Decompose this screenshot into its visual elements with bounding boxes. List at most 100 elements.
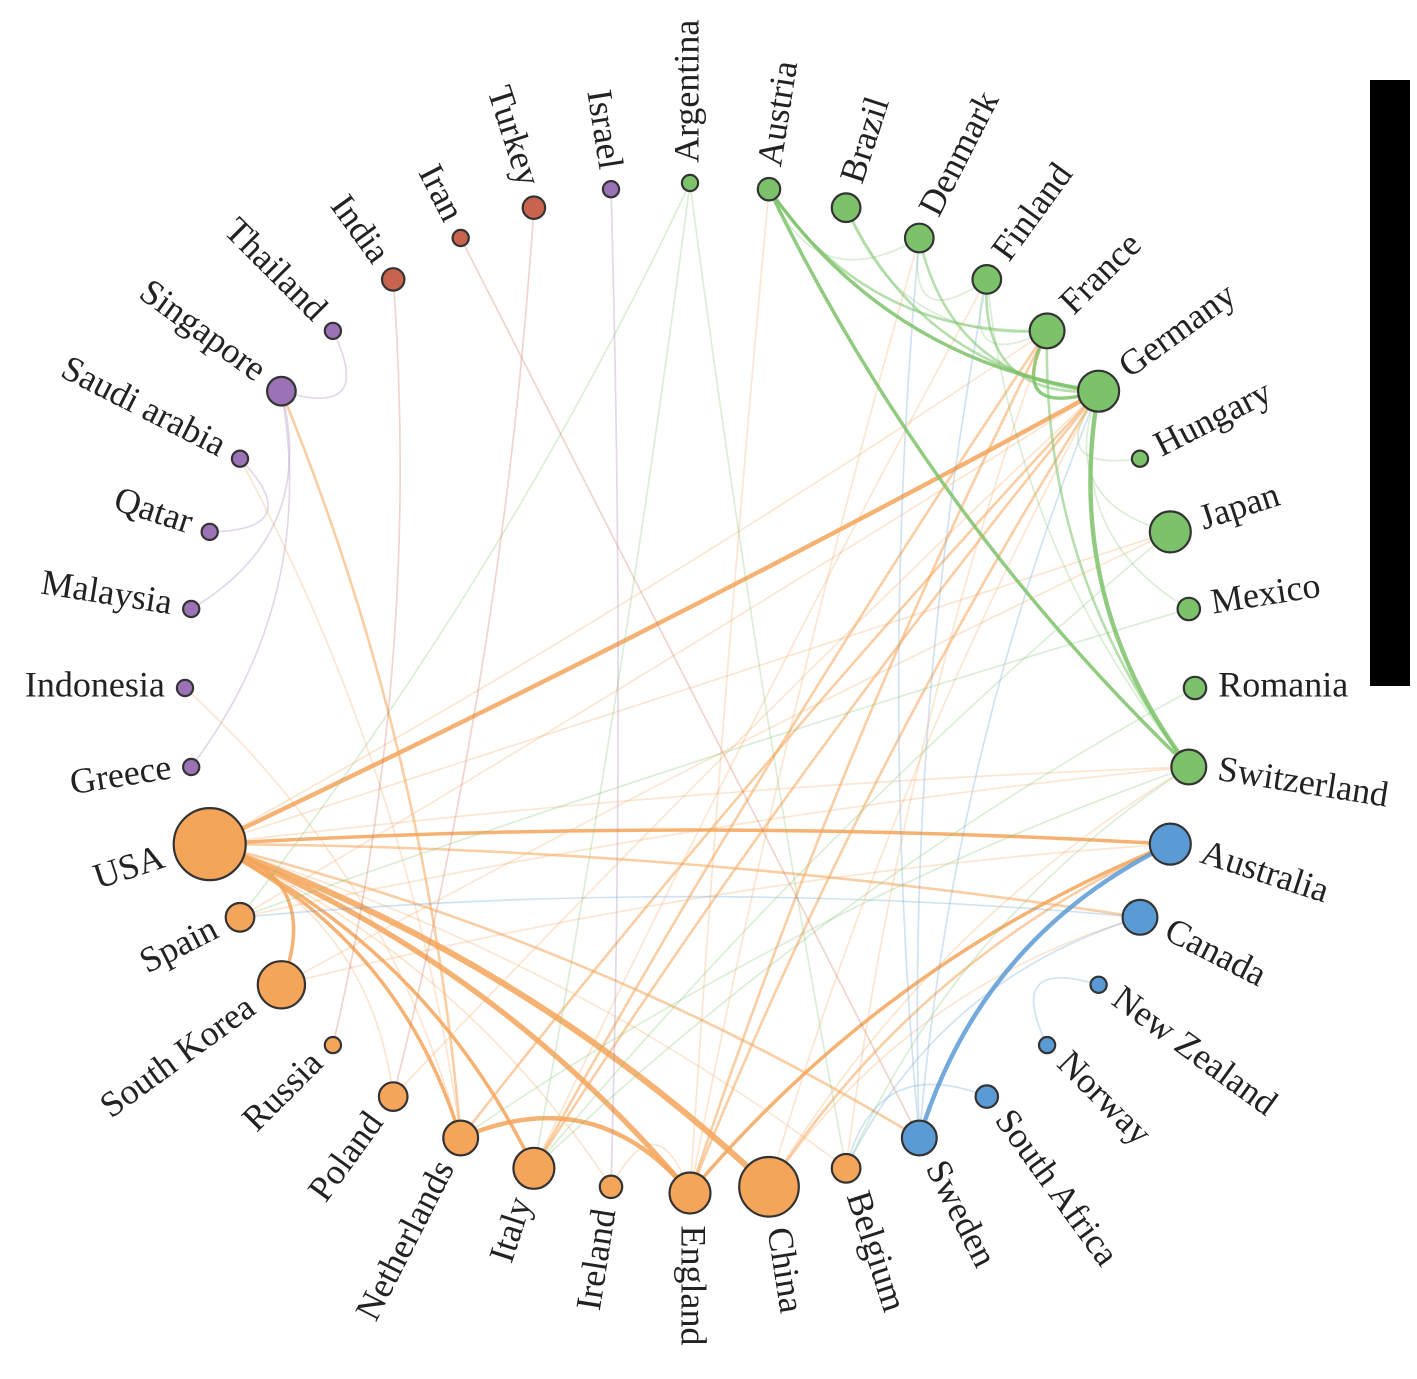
edge-usa-england xyxy=(208,841,693,1195)
edge-argentina-belgium xyxy=(689,182,847,1169)
node-india[interactable] xyxy=(380,267,406,292)
label-england: England xyxy=(674,1226,714,1346)
node-south-africa[interactable] xyxy=(974,1084,1000,1109)
node-china[interactable] xyxy=(738,1155,800,1218)
edge-israel-ireland xyxy=(610,189,619,1187)
edge-china-germany xyxy=(768,390,1100,1188)
node-israel[interactable] xyxy=(601,179,621,199)
edge-sweden-denmark xyxy=(897,237,921,1139)
label-turkey: Turkey xyxy=(480,81,550,191)
node-ireland[interactable] xyxy=(598,1174,624,1200)
node-argentina[interactable] xyxy=(680,173,700,193)
color-scale-bar xyxy=(1370,80,1410,686)
label-ireland: Ireland xyxy=(568,1206,623,1313)
edge-belgium-france xyxy=(845,330,1048,1169)
node-iran[interactable] xyxy=(451,228,470,248)
node-qatar[interactable] xyxy=(200,522,219,542)
edge-spain-germany xyxy=(239,390,1100,919)
node-brazil[interactable] xyxy=(830,192,862,224)
node-singapore[interactable] xyxy=(266,375,297,407)
edge-italy-finland xyxy=(533,278,988,1169)
edge-england-denmark xyxy=(689,237,921,1194)
node-south-korea[interactable] xyxy=(256,960,307,1010)
edge-canada-spain xyxy=(239,895,1141,919)
label-netherlands: Netherlands xyxy=(347,1153,462,1326)
edge-england-australia xyxy=(688,842,1171,1195)
node-norway[interactable] xyxy=(1037,1035,1057,1055)
edge-argentina-spain xyxy=(239,182,691,918)
label-finland: Finland xyxy=(983,155,1080,268)
label-brazil: Brazil xyxy=(832,92,897,188)
node-malaysia[interactable] xyxy=(181,599,201,619)
edge-usa-belgium xyxy=(209,843,847,1169)
edge-switzerland-netherlands xyxy=(460,766,1190,1139)
edge-germany-japan xyxy=(1085,390,1171,533)
edge-poland-germany xyxy=(392,390,1100,1098)
label-usa: USA xyxy=(88,836,169,896)
edge-sweden-finland xyxy=(916,279,988,1139)
edge-usa-australia xyxy=(209,828,1171,846)
edge-italy-germany xyxy=(532,390,1100,1170)
label-singapore: Singapore xyxy=(133,271,275,389)
node-canada[interactable] xyxy=(1121,898,1159,936)
label-china: China xyxy=(759,1224,812,1315)
edge-south-africa-belgium xyxy=(845,1083,988,1169)
edge-germany-switzerland xyxy=(1088,390,1191,769)
node-france[interactable] xyxy=(1028,312,1066,350)
edge-england-austria xyxy=(689,189,770,1194)
label-argentina: Argentina xyxy=(666,20,706,163)
label-france: France xyxy=(1051,224,1149,322)
label-indonesia: Indonesia xyxy=(25,664,165,704)
edge-sweden-germany xyxy=(918,390,1100,1139)
node-denmark[interactable] xyxy=(903,222,935,254)
node-indonesia[interactable] xyxy=(175,678,195,698)
edge-england-france xyxy=(688,330,1049,1194)
node-switzerland[interactable] xyxy=(1170,748,1208,786)
edge-singapore-greece xyxy=(190,391,291,768)
node-spain[interactable] xyxy=(224,901,256,933)
node-england[interactable] xyxy=(668,1171,712,1215)
node-italy[interactable] xyxy=(512,1146,556,1190)
node-germany[interactable] xyxy=(1076,369,1121,413)
edge-usa-switzerland xyxy=(209,766,1189,845)
node-austria[interactable] xyxy=(756,176,782,202)
node-hungary[interactable] xyxy=(1130,449,1150,468)
node-belgium[interactable] xyxy=(830,1152,862,1184)
edge-turkey-poland xyxy=(392,207,535,1097)
edge-china-australia xyxy=(767,842,1171,1188)
node-romania[interactable] xyxy=(1182,675,1208,701)
edge-netherlands-germany xyxy=(459,390,1100,1139)
label-qatar: Qatar xyxy=(110,478,198,541)
edge-usa-france xyxy=(209,330,1048,845)
edge-usa-poland xyxy=(209,843,395,1097)
label-iran: Iran xyxy=(411,158,473,228)
edge-brazil-france xyxy=(845,207,1048,333)
edge-brazil-germany xyxy=(844,207,1099,393)
edge-austria-france xyxy=(767,188,1048,333)
node-usa[interactable] xyxy=(172,806,247,882)
node-thailand[interactable] xyxy=(323,321,343,341)
node-japan[interactable] xyxy=(1148,510,1192,554)
node-russia[interactable] xyxy=(323,1035,343,1055)
label-austria: Austria xyxy=(749,58,805,169)
node-turkey[interactable] xyxy=(521,195,547,220)
label-israel: Israel xyxy=(579,87,631,172)
node-mexico[interactable] xyxy=(1176,596,1202,622)
node-finland[interactable] xyxy=(971,264,1003,295)
node-australia[interactable] xyxy=(1148,822,1192,866)
label-saudi-arabia: Saudi arabia xyxy=(55,347,233,464)
label-malaysia: Malaysia xyxy=(39,562,176,622)
label-italy: Italy xyxy=(481,1192,539,1267)
node-netherlands[interactable] xyxy=(442,1119,480,1157)
edge-china-switzerland xyxy=(768,766,1190,1188)
edge-usa-germany xyxy=(208,389,1100,847)
node-saudi-arabia[interactable] xyxy=(230,449,250,468)
edge-netherlands-saudi-arabia xyxy=(239,458,462,1139)
node-poland[interactable] xyxy=(377,1081,409,1112)
node-sweden[interactable] xyxy=(900,1119,938,1157)
node-new-zealand[interactable] xyxy=(1089,975,1108,995)
label-thailand: Thailand xyxy=(217,209,336,328)
edge-usa-netherlands xyxy=(208,842,463,1139)
node-greece[interactable] xyxy=(181,757,201,777)
